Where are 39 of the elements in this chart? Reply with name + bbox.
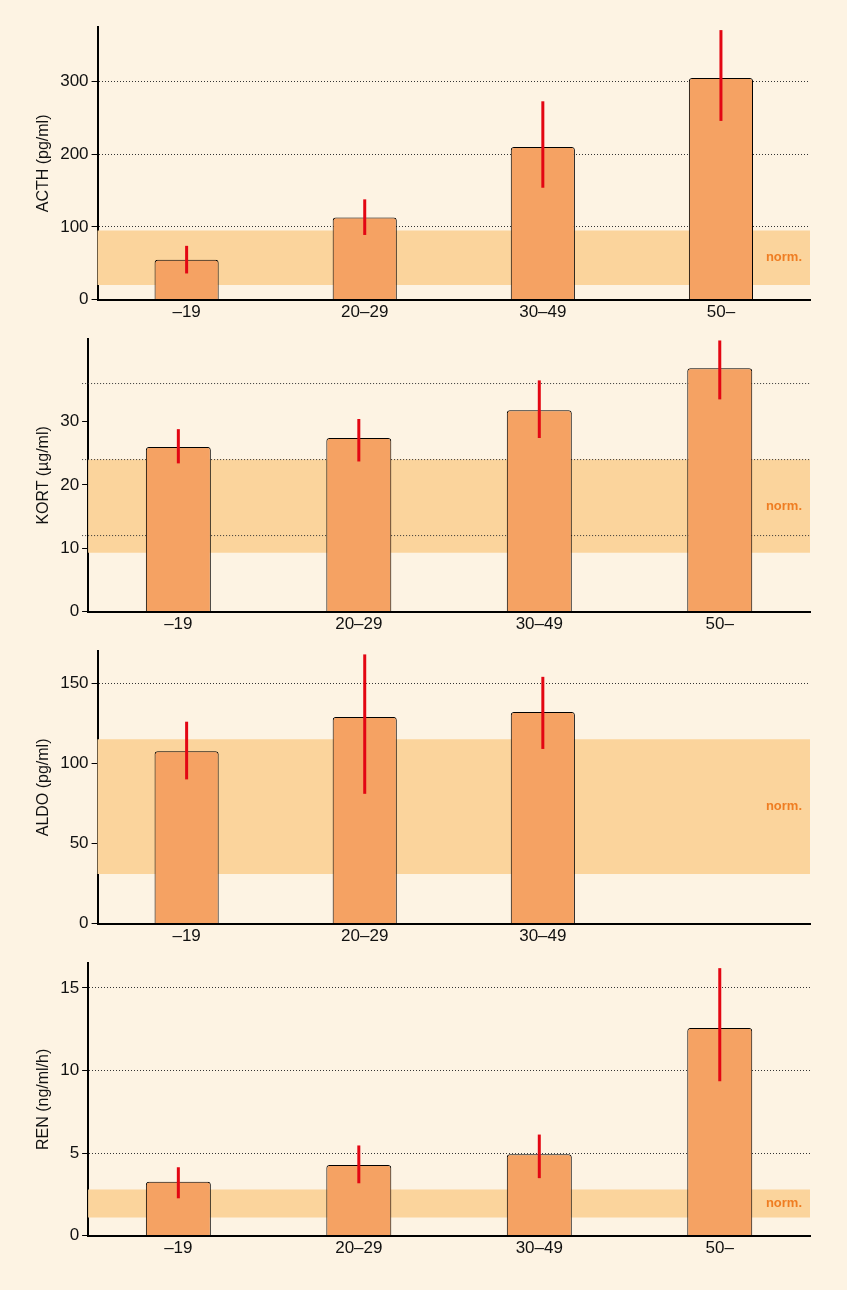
y-tick-label: 10: [60, 537, 80, 557]
y-tick-label: 300: [60, 71, 89, 91]
y-tick-label: 30: [60, 411, 80, 431]
y-tick-label: 50: [69, 833, 89, 853]
band-label: norm.: [765, 497, 802, 513]
y-tick-label: 10: [60, 1060, 80, 1080]
x-tick-label: –19: [164, 614, 193, 634]
y-tick-label: 100: [60, 216, 89, 236]
y-tick-label: 0: [79, 913, 89, 933]
y-axis-title: KORT (µg/ml): [34, 426, 52, 525]
x-tick-label: 50–: [706, 302, 736, 322]
x-tick-label: 20–29: [335, 1238, 383, 1258]
x-tick-label: –19: [172, 926, 201, 946]
y-tick-label: 20: [60, 474, 80, 494]
x-tick-label: 30–49: [515, 1238, 563, 1258]
x-tick-label: 20–29: [341, 302, 389, 322]
y-axis-title: ALDO (pg/ml): [34, 738, 52, 837]
y-tick-label: 0: [69, 601, 80, 621]
x-tick-label: 30–49: [519, 302, 567, 322]
y-tick-label: 0: [79, 289, 89, 309]
y-tick-label: 15: [60, 977, 80, 997]
y-axis-title: ACTH (pg/ml): [34, 114, 52, 213]
x-tick-label: –19: [164, 1238, 193, 1258]
band-label: norm.: [765, 798, 802, 814]
x-tick-label: 50–: [705, 1238, 735, 1258]
x-tick-label: 20–29: [335, 614, 383, 634]
x-tick-label: –19: [172, 302, 201, 322]
band-label: norm.: [765, 1194, 802, 1210]
y-axis-title: REN (ng/ml/h): [34, 1048, 52, 1151]
x-tick-label: 30–49: [519, 926, 567, 946]
band-label: norm.: [765, 249, 802, 265]
y-tick-label: 5: [69, 1142, 80, 1162]
y-tick-label: 0: [69, 1225, 80, 1245]
y-tick-label: 100: [60, 753, 89, 773]
x-tick-label: 20–29: [341, 926, 389, 946]
x-tick-label: 50–: [705, 614, 735, 634]
x-tick-label: 30–49: [515, 614, 563, 634]
y-tick-label: 150: [60, 672, 89, 692]
y-tick-label: 200: [60, 144, 89, 164]
